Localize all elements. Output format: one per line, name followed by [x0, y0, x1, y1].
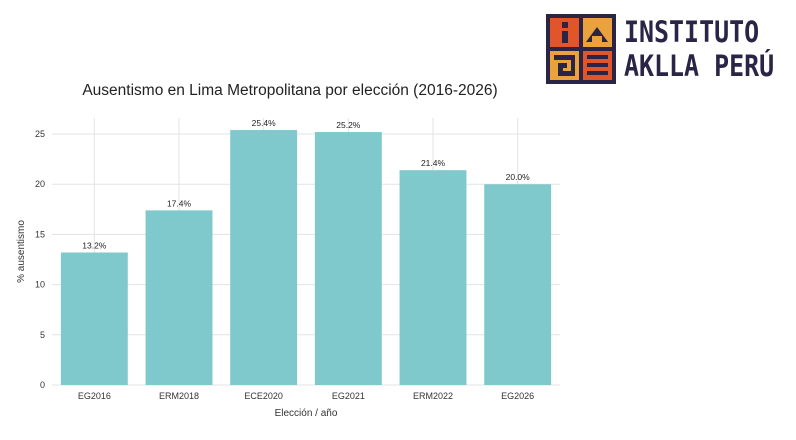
- x-tick-label: ERM2018: [159, 391, 199, 401]
- brand-logo: INSTITUTO AKLLA PERÚ: [546, 14, 796, 84]
- x-tick-label: EG2026: [501, 391, 534, 401]
- labels: 0 5 10 15 20 25 13.2% EG2016 17.4% ERM2018 25.4% EC…: [35, 118, 534, 401]
- y-axis-title: % ausentismo: [16, 220, 27, 283]
- bar-value-label: 17.4%: [167, 198, 192, 208]
- y-tick-label: 10: [35, 280, 45, 290]
- x-axis-title: Elección / año: [275, 408, 338, 419]
- y-tick-label: 25: [35, 129, 45, 139]
- y-tick-label: 0: [40, 380, 45, 390]
- x-tick-label: ERM2022: [413, 391, 453, 401]
- bar: [314, 132, 382, 385]
- x-tick-label: EG2021: [332, 391, 365, 401]
- x-tick-label: ECE2020: [244, 391, 283, 401]
- bars: [60, 130, 552, 385]
- bar-value-label: 21.4%: [421, 158, 446, 168]
- inca-pattern-logo-icon: [546, 14, 616, 84]
- bar: [145, 210, 213, 385]
- y-tick-label: 5: [40, 330, 45, 340]
- x-tick-label: EG2016: [78, 391, 111, 401]
- logo-line-1: INSTITUTO: [624, 15, 760, 49]
- chart-title: Ausentismo en Lima Metropolitana por ele…: [82, 82, 498, 99]
- grid-lines: [52, 118, 560, 386]
- logo-line-2: AKLLA PERÚ: [624, 49, 775, 83]
- bar-value-label: 20.0%: [506, 172, 531, 182]
- y-tick-label: 20: [35, 179, 45, 189]
- bar: [399, 170, 467, 385]
- bar-value-label: 25.4%: [252, 118, 277, 128]
- bar-value-label: 13.2%: [82, 241, 107, 251]
- bar: [60, 252, 128, 385]
- bar-value-label: 25.2%: [336, 120, 361, 130]
- y-tick-label: 15: [35, 229, 45, 239]
- bar: [230, 130, 298, 385]
- bar: [484, 184, 552, 385]
- logo-wordmark: INSTITUTO AKLLA PERÚ: [624, 15, 796, 83]
